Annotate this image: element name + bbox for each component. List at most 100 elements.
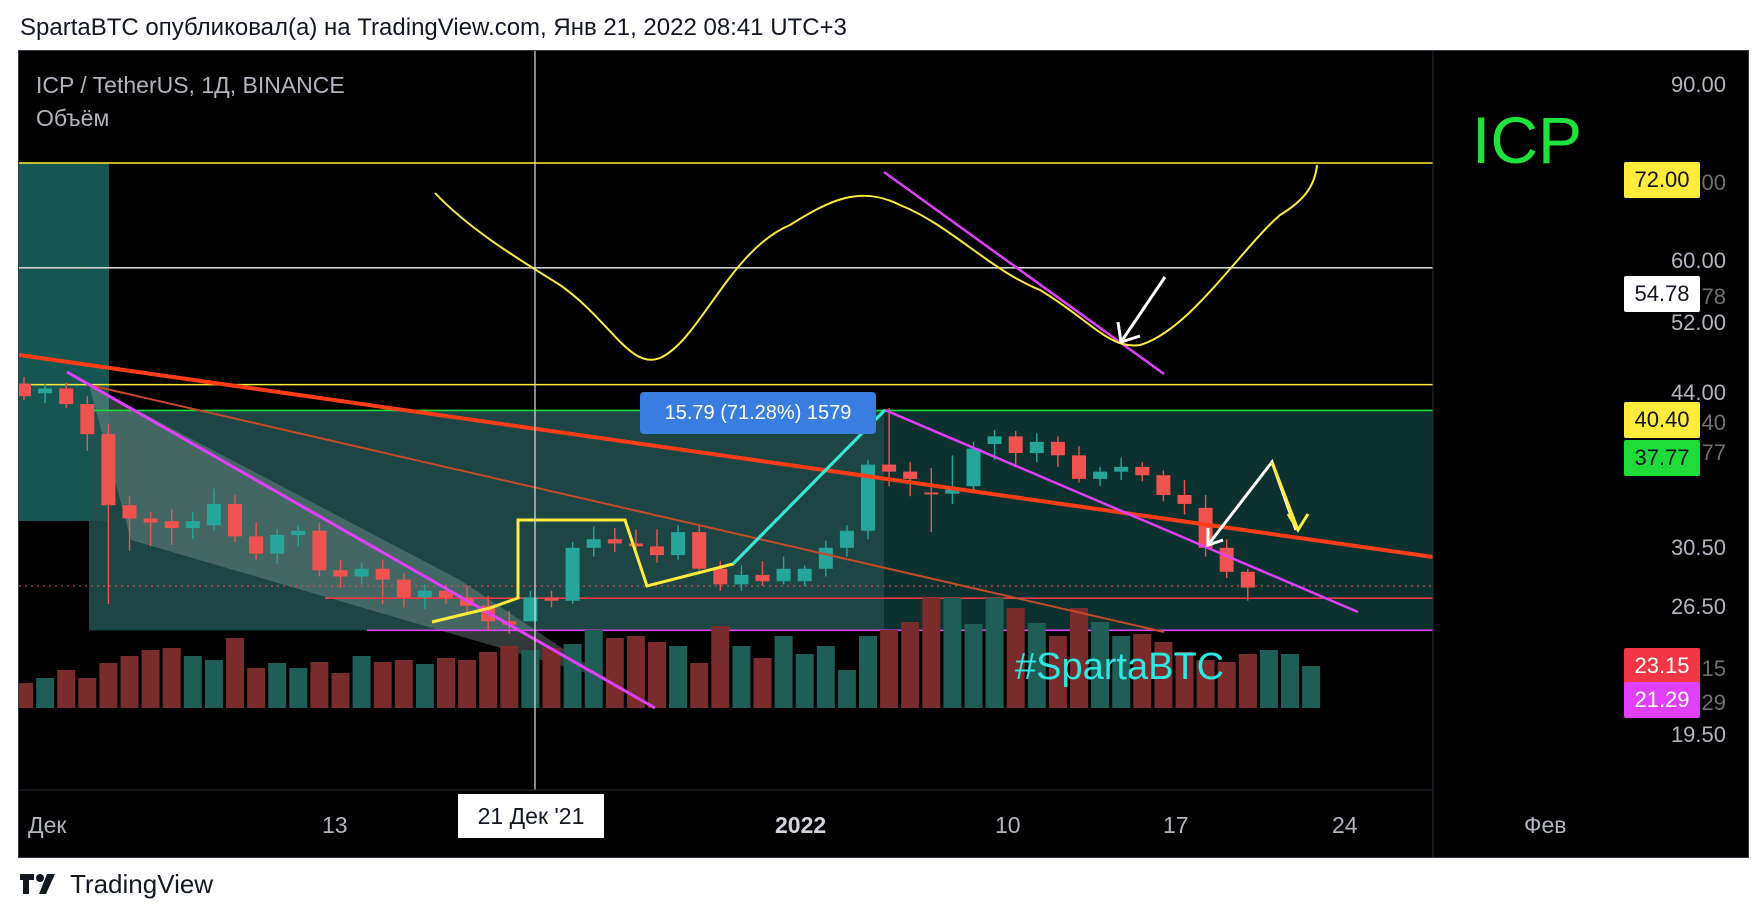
yellow-path-part — [431, 408, 887, 624]
cyan-impulse-line — [731, 408, 887, 566]
candle-body — [1135, 466, 1150, 476]
volume-bar — [753, 658, 772, 708]
white-arrowhead-2 — [1206, 528, 1224, 548]
measure-range-box — [89, 410, 884, 631]
volume-bar — [458, 660, 477, 708]
volume-bar — [415, 664, 434, 708]
secondary-trend-line — [88, 384, 1165, 633]
x-tick-label: 10 — [995, 812, 1021, 838]
ticker-annotation: ICP — [1472, 103, 1583, 177]
volume-bar — [648, 642, 666, 708]
price-tag-23-15[interactable]: 23.15 — [1624, 648, 1700, 684]
crosshair-date-label: 21 Дек '21 — [458, 794, 604, 838]
price-tag-21-29[interactable]: 21.29 — [1624, 682, 1700, 718]
candle-body — [312, 530, 327, 571]
candle-body — [734, 574, 749, 585]
volume-bar — [1027, 623, 1046, 708]
volume-bar — [1175, 652, 1194, 708]
volume-bar — [1133, 634, 1152, 708]
tradingview-logo-icon — [20, 874, 55, 894]
volume-bar — [985, 598, 1004, 708]
candle-body — [966, 448, 981, 487]
price-range-measure-label: 15.79 (71.28%) 1579 — [640, 392, 876, 434]
candle-body — [586, 539, 601, 548]
candle-body — [1008, 436, 1023, 454]
candle-body — [882, 464, 897, 472]
volume-bar — [964, 624, 983, 708]
volume-bar — [226, 638, 244, 708]
candle-body — [396, 579, 411, 598]
volume-bar — [247, 668, 266, 708]
candle-body — [375, 568, 390, 580]
candle-body — [650, 546, 664, 556]
volume-bar — [437, 658, 455, 708]
volume-bar — [331, 673, 350, 708]
y-tick-label: 19.50 — [1670, 722, 1726, 747]
volume-bar — [1006, 608, 1025, 708]
candle-body — [270, 534, 285, 554]
candle-body — [206, 503, 221, 526]
candle-body — [1050, 441, 1065, 456]
footer-brand[interactable]: TradingView — [20, 866, 213, 902]
price-tag-72[interactable]: 72.00 — [1624, 162, 1700, 198]
candle-body — [797, 568, 812, 582]
volume-bar — [99, 663, 118, 708]
y-tick-label: 26.50 — [1670, 594, 1726, 619]
candle-body — [164, 521, 179, 528]
volume-bar — [1154, 642, 1173, 708]
yellow-arrowhead — [1286, 513, 1310, 533]
channel-resistance-line — [884, 408, 1359, 614]
author-watermark: #SpartaBTC — [1015, 646, 1225, 688]
volume-bar — [204, 660, 223, 708]
symbol-title[interactable]: ICP / TetherUS, 1Д, BINANCE — [36, 72, 345, 98]
volume-bar — [268, 663, 287, 708]
candle-body — [903, 471, 918, 479]
volume-bar — [774, 636, 793, 708]
wedge-resistance-line — [66, 370, 656, 710]
volume-bar — [141, 650, 160, 708]
candle-body — [565, 547, 580, 601]
volume-bar — [711, 626, 730, 708]
price-tag-37-77[interactable]: 37.77 — [1624, 440, 1700, 476]
volume-bar — [78, 678, 97, 708]
volume-bar — [1091, 622, 1110, 708]
candle-body — [249, 536, 264, 554]
volume-bar — [584, 630, 603, 708]
candle-body — [1072, 455, 1086, 479]
candle-body — [1029, 441, 1044, 454]
candle-body — [987, 436, 1002, 445]
candle-body — [1093, 471, 1108, 479]
price-tag-54-78[interactable]: 54.78 — [1624, 276, 1700, 312]
volume-bar — [394, 660, 413, 708]
x-tick-label: 13 — [322, 812, 348, 838]
candle-body — [713, 568, 728, 585]
candle-body — [1177, 494, 1192, 504]
candle-body — [101, 434, 116, 506]
volume-bar — [943, 598, 962, 708]
white-arrowhead — [1116, 321, 1141, 344]
price-tag-40-40[interactable]: 40.40 — [1624, 402, 1700, 438]
candle-body — [945, 488, 960, 494]
candle-body — [228, 503, 242, 537]
volume-bar — [563, 644, 582, 708]
volume-bar — [605, 638, 624, 708]
candle-body — [502, 621, 517, 625]
forecast-oscillator-curve — [434, 164, 1318, 361]
y-tick-label: 52.00 — [1670, 310, 1726, 335]
candle-body — [1156, 475, 1171, 495]
candle-body — [59, 388, 74, 405]
volume-bar — [57, 670, 76, 708]
volume-bar — [859, 636, 877, 708]
candle-body — [19, 383, 31, 397]
candle-body — [80, 404, 95, 435]
candle-body — [291, 530, 306, 535]
x-tick-label: 17 — [1163, 812, 1189, 838]
candle-body — [755, 574, 770, 582]
candle-body — [839, 530, 854, 548]
volume-indicator-label[interactable]: Объём — [36, 105, 110, 131]
volume-bar — [500, 646, 519, 708]
volume-bar — [521, 650, 540, 708]
volume-bar — [120, 656, 139, 708]
candle-body — [185, 521, 200, 528]
